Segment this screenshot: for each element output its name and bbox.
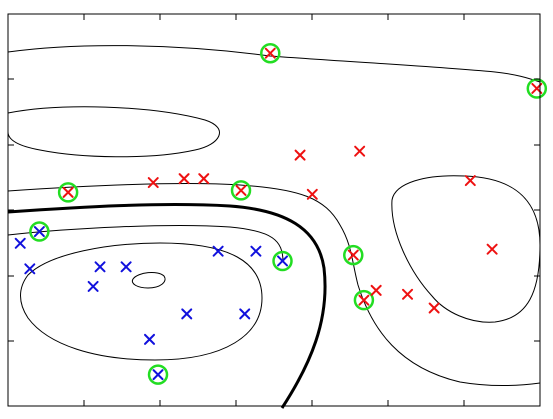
blue-point-9 (212, 245, 224, 257)
blue-point-1 (24, 263, 36, 275)
red-point-11 (370, 284, 382, 296)
blue-point-6 (144, 333, 156, 345)
red-point-1 (147, 177, 159, 189)
right-contour-loop (391, 175, 541, 323)
red-point-15 (486, 243, 498, 255)
axes-frame (7, 13, 541, 407)
axes-box (7, 13, 541, 407)
red-point-14 (464, 175, 476, 187)
blue-point-10 (239, 308, 251, 320)
support-vector-ring-7 (353, 289, 375, 311)
red-point-10 (358, 294, 370, 306)
upper-contour-line (7, 45, 541, 83)
decision-contours (7, 45, 541, 409)
blue-point-2 (33, 226, 45, 238)
support-vector-ring-1 (57, 182, 79, 203)
red-point-8 (347, 249, 359, 261)
blue-point-5 (120, 261, 132, 273)
support-vector-ring-6 (343, 244, 364, 266)
support-vector-rings (29, 42, 548, 385)
center-contour-loop (131, 271, 166, 289)
red-point-6 (294, 149, 306, 161)
upper-left-contour-loop (7, 106, 220, 158)
blue-point-3 (87, 280, 99, 292)
support-vector-ring-5 (272, 250, 293, 272)
red-point-5 (264, 47, 276, 59)
red-point-7 (306, 188, 318, 200)
decision-boundary (7, 203, 327, 409)
blue-point-4 (94, 261, 106, 273)
blue-point-8 (181, 308, 193, 320)
blue-point-0 (14, 237, 26, 249)
support-vector-ring-3 (230, 180, 252, 201)
blue-point-12 (277, 255, 289, 267)
red-point-13 (428, 302, 440, 314)
red-point-3 (198, 173, 210, 185)
red-point-2 (178, 173, 190, 185)
red-point-12 (402, 288, 414, 300)
margin-contour-lower (7, 225, 284, 263)
red-point-0 (62, 186, 74, 198)
support-vector-ring-2 (147, 364, 169, 385)
support-vector-ring-4 (260, 42, 281, 64)
red-point-9 (354, 145, 366, 157)
data-markers (14, 47, 543, 381)
red-point-4 (235, 184, 247, 196)
margin-contour-upper (7, 183, 541, 387)
blue-point-7 (152, 369, 164, 381)
support-vector-ring-0 (29, 221, 50, 242)
inner-contour-loop (20, 242, 263, 361)
blue-point-11 (250, 245, 262, 257)
